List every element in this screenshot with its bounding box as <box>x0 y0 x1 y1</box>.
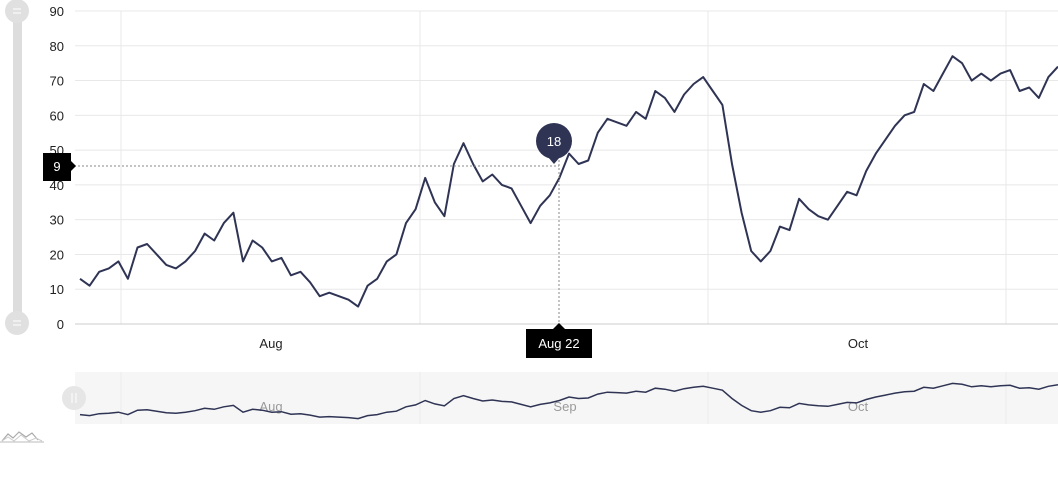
y-cursor-tooltip: 9 <box>43 153 76 181</box>
line-thumbnail-icon[interactable] <box>0 431 44 443</box>
navigator-label-sep: Sep <box>553 399 576 414</box>
series-line <box>79 55 1058 308</box>
y-cursor-value: 9 <box>53 159 60 174</box>
y-axis-tick-label: 30 <box>50 213 64 228</box>
navigator-series-line <box>79 382 1058 420</box>
y-axis-tick-label: 20 <box>50 247 64 262</box>
plot-grid <box>75 10 1058 324</box>
y-axis-tick-label: 10 <box>50 282 64 297</box>
x-axis-label-aug: Aug <box>259 336 282 351</box>
scrollbar-top-grip[interactable] <box>5 0 29 23</box>
navigator-label-oct: Oct <box>848 399 869 414</box>
y-axis-tick-label: 70 <box>50 74 64 89</box>
x-cursor-date: Aug 22 <box>538 336 579 351</box>
navigator-left-grip[interactable] <box>62 386 86 410</box>
vertical-scrollbar[interactable] <box>5 0 29 335</box>
y-axis-tick-label: 90 <box>50 4 64 19</box>
navigator[interactable]: Aug Sep Oct <box>62 372 1058 424</box>
navigator-grid <box>120 372 1007 424</box>
x-cursor-tooltip: Aug 22 <box>526 323 592 358</box>
y-axis-tick-label: 40 <box>50 178 64 193</box>
y-axis-tick-label: 0 <box>57 317 64 332</box>
scrollbar-bottom-grip[interactable] <box>5 311 29 335</box>
y-axis-tick-label: 80 <box>50 39 64 54</box>
point-bubble-value: 18 <box>547 134 561 149</box>
point-bubble-tooltip: 18 <box>536 123 572 164</box>
y-axis-tick-label: 60 <box>50 108 64 123</box>
x-axis-label-oct: Oct <box>848 336 869 351</box>
